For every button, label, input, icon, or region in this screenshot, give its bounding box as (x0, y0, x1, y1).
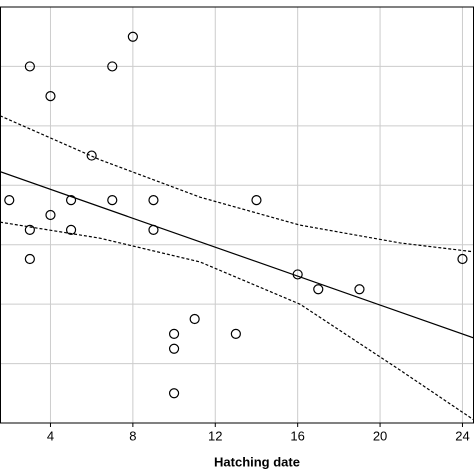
point (189, 313, 200, 325)
point (107, 195, 118, 206)
point (65, 224, 77, 235)
point (4, 195, 15, 206)
point (65, 195, 77, 206)
point (24, 253, 35, 265)
x-tick-label: 20 (373, 428, 387, 443)
confidence-band (0, 221, 474, 421)
regression-line (0, 171, 474, 339)
point (45, 209, 56, 221)
point (148, 224, 159, 235)
x-tick-label: 16 (290, 428, 304, 443)
point (168, 343, 180, 354)
point (292, 269, 303, 280)
point (24, 61, 35, 72)
point (86, 150, 97, 161)
x-tick-label: 8 (129, 428, 136, 443)
x-tick-label: 24 (455, 428, 469, 443)
point (127, 31, 138, 42)
point (45, 91, 56, 102)
point (24, 224, 35, 235)
plot-frame (0, 6, 474, 424)
point (148, 195, 159, 206)
point (354, 284, 365, 295)
x-tick-label: 4 (47, 428, 54, 443)
point (251, 195, 262, 206)
point (168, 328, 180, 339)
x-tick-label: 12 (208, 428, 222, 443)
x-axis-label: Hatching date (214, 454, 300, 469)
point (168, 388, 180, 399)
point (313, 284, 324, 295)
point (230, 328, 241, 339)
point (107, 61, 118, 72)
confidence-band (0, 115, 474, 253)
point (457, 253, 468, 265)
